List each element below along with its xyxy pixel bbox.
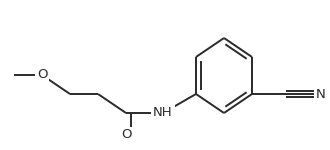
Text: O: O bbox=[121, 129, 131, 141]
Text: N: N bbox=[316, 87, 326, 100]
Text: NH: NH bbox=[153, 106, 173, 120]
Text: O: O bbox=[37, 69, 47, 81]
